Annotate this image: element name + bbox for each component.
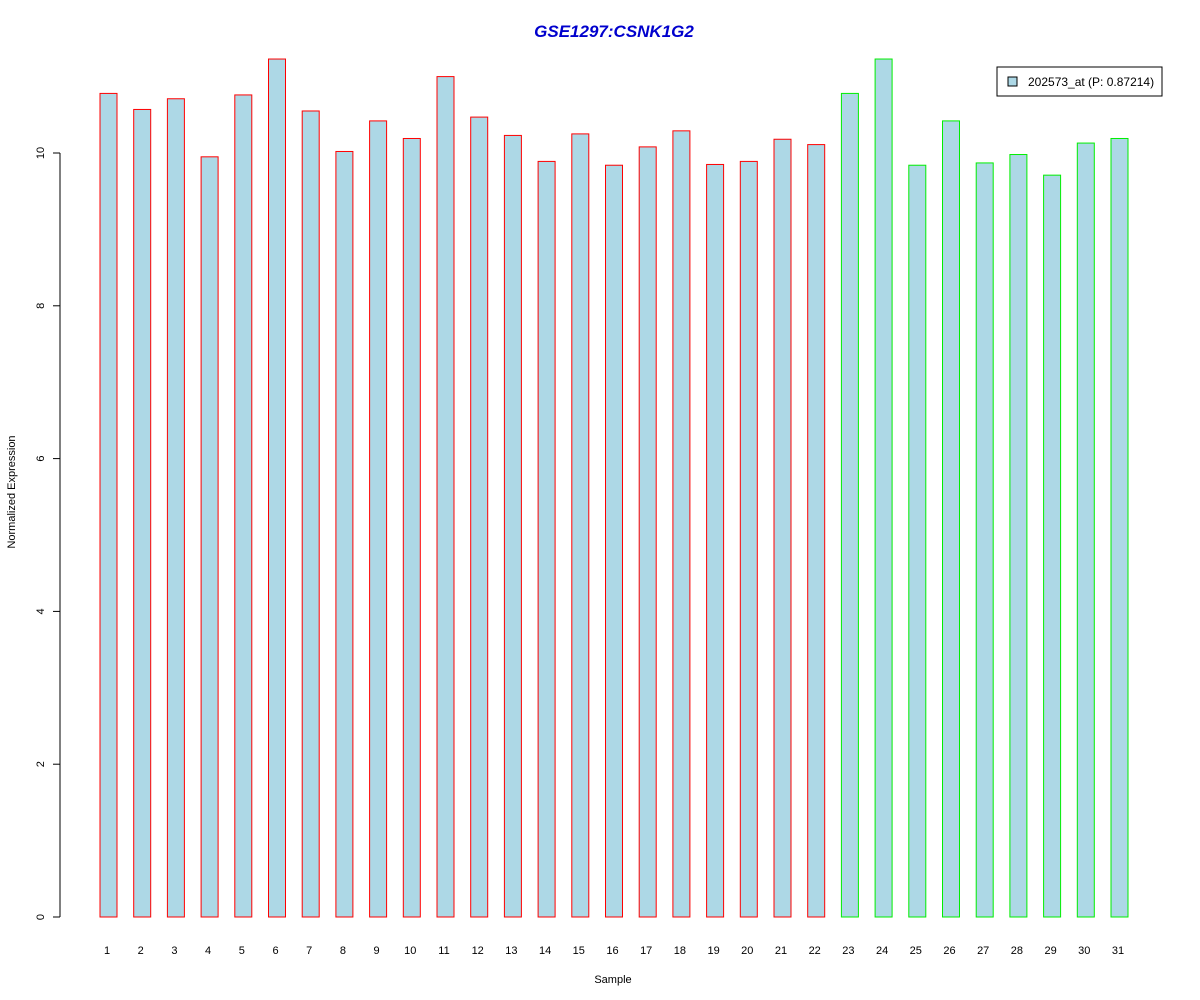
bar [537,160,556,918]
x-tick-label: 13 [505,945,517,957]
bar [503,134,522,918]
x-tick-label: 23 [842,945,854,957]
x-tick-label: 11 [438,945,449,957]
bar [874,58,893,918]
bars-group [99,58,1129,918]
bar [200,156,219,918]
x-tick-label: 20 [741,945,753,957]
bar [571,133,590,918]
legend: 202573_at (P: 0.87214) [996,66,1163,97]
y-tick-label: 2 [35,761,47,767]
x-tick-label: 8 [340,945,346,957]
y-tick-label: 4 [35,608,47,614]
x-tick-label: 6 [272,945,278,957]
bar [605,164,623,918]
bar [672,130,691,918]
x-tick-label: 28 [1011,945,1023,957]
bar [1076,142,1095,918]
x-tick-label: 16 [606,945,618,957]
legend-swatch [1007,76,1018,87]
x-axis-label: Sample [594,974,631,986]
bar [99,92,118,918]
x-tick-label: 17 [640,945,652,957]
x-tick-label: 2 [138,945,144,957]
x-tick-label: 21 [775,945,787,957]
legend-box [996,66,1163,97]
bar [369,120,388,918]
x-tick-label: 3 [171,945,177,957]
x-tick-label: 25 [910,945,922,957]
bar [773,138,792,918]
x-tick-label: 29 [1044,945,1056,957]
bar [1009,154,1028,918]
x-tick-label: 12 [472,945,484,957]
y-tick-label: 10 [35,147,47,159]
legend-label: 202573_at (P: 0.87214) [1028,75,1154,89]
x-tick-label: 27 [977,945,989,957]
x-tick-label: 30 [1078,945,1090,957]
x-tick-label: 4 [205,945,211,957]
y-tick-label: 6 [35,456,47,462]
bar [908,164,927,918]
x-tick-label: 14 [539,945,551,957]
x-tick-label: 5 [239,945,245,957]
y-tick-label: 8 [35,303,47,309]
x-tick-label: 31 [1112,945,1124,957]
bar [1110,137,1129,918]
bar [975,162,994,918]
x-tick-label: 15 [573,945,585,957]
x-tick-label: 1 [104,945,110,957]
bar [335,150,354,918]
y-axis-label: Normalized Expression [6,435,18,548]
x-tick-label: 26 [943,945,955,957]
chart-title: GSE1297:CSNK1G2 [534,22,694,41]
bar [402,137,421,918]
bar [301,110,320,918]
bar [268,58,286,918]
bar [166,98,185,918]
x-tick-label: 10 [404,945,416,957]
bar [133,108,152,918]
x-tick-label: 22 [809,945,821,957]
bar [840,92,859,918]
x-tick-labels: 1 2 3 4 5 6 7 8 9 10 11 12 13 14 15 16 17 18 19 20 21 22 23 24 2… [104,945,1124,957]
bar [942,120,960,918]
y-tick-label: 0 [35,914,47,920]
x-tick-label: 9 [374,945,380,957]
x-tick-label: 19 [707,945,719,957]
bar [1043,174,1062,918]
y-axis: 0 2 4 6 8 10 [35,147,61,920]
x-tick-label: 18 [674,945,686,957]
bar [436,76,455,918]
bar [706,163,725,918]
x-tick-label: 24 [876,945,888,957]
bar [234,94,253,918]
bar [638,146,657,918]
x-tick-label: 7 [306,945,312,957]
bar [470,116,489,918]
bar [807,144,826,918]
bar [739,160,758,918]
